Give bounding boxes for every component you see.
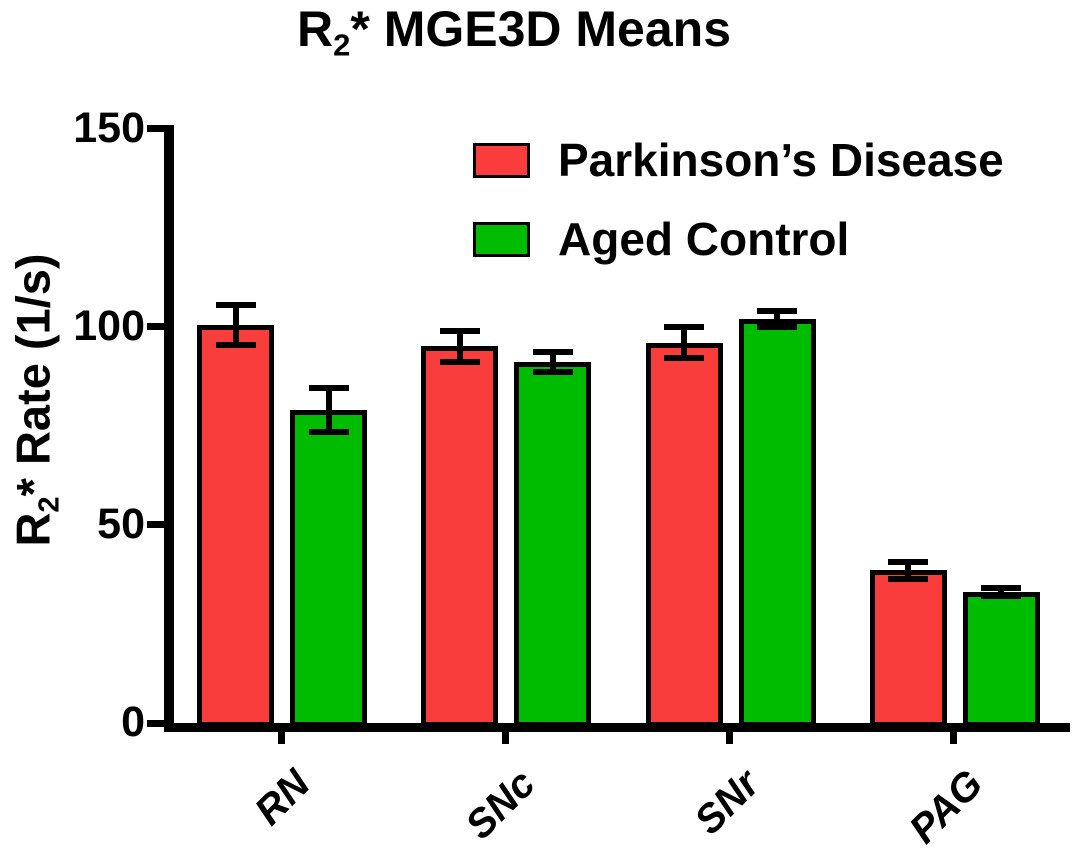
bar-ac-PAG — [962, 592, 1040, 727]
error-bar-cap-top-pd-SNc — [439, 327, 480, 334]
y-tick-label-0: 0 — [121, 698, 145, 746]
x-tick-RN — [277, 732, 285, 744]
error-bar-cap-top-pd-SNr — [664, 323, 705, 330]
legend-label-parkinsons: Parkinson’s Disease — [558, 134, 1004, 186]
bar-pd-RN — [197, 324, 274, 727]
legend-label-aged-control: Aged Control — [558, 213, 850, 265]
error-bar-stem-pd-SNr — [681, 326, 688, 359]
legend-item-aged-control: Aged Control — [473, 216, 849, 262]
x-label-SNr: SNr — [685, 761, 768, 844]
error-bar-cap-top-ac-RN — [308, 385, 349, 392]
error-bar-stem-ac-PAG — [998, 588, 1005, 597]
error-bar-cap-bottom-pd-SNr — [664, 355, 705, 362]
error-bar-cap-top-pd-PAG — [888, 558, 929, 565]
error-bar-cap-bottom-ac-RN — [308, 428, 349, 435]
error-bar-stem-pd-SNc — [456, 330, 463, 363]
error-bar-stem-pd-PAG — [905, 561, 912, 580]
error-bar-stem-ac-SNc — [549, 352, 556, 373]
error-bar-stem-ac-SNr — [774, 310, 781, 327]
chart-title: R2* MGE3D Means — [0, 0, 1028, 63]
error-bar-cap-top-pd-RN — [215, 301, 256, 308]
error-bar-cap-bottom-ac-SNr — [757, 323, 798, 330]
error-bar-cap-top-ac-SNc — [532, 349, 573, 356]
y-tick-0 — [147, 719, 164, 727]
x-tick-SNc — [501, 732, 509, 744]
x-label-SNc: SNc — [456, 761, 544, 848]
error-bar-cap-bottom-pd-RN — [215, 341, 256, 348]
y-tick-150 — [147, 125, 164, 132]
bar-ac-SNr — [738, 318, 816, 727]
bar-pd-SNr — [645, 342, 723, 727]
y-tick-50 — [147, 521, 164, 529]
x-axis-line — [164, 723, 1070, 732]
error-bar-cap-bottom-pd-SNc — [439, 359, 480, 366]
error-bar-stem-ac-RN — [325, 388, 332, 432]
x-tick-SNr — [726, 732, 734, 744]
bar-ac-RN — [290, 409, 367, 727]
y-tick-label-50: 50 — [97, 499, 145, 548]
error-bar-cap-top-ac-SNr — [757, 307, 798, 314]
error-bar-cap-bottom-ac-SNc — [532, 369, 573, 376]
y-tick-label-100: 100 — [73, 301, 145, 350]
chart-title-rest: * MGE3D Means — [350, 1, 732, 57]
chart-title-subscript: 2 — [333, 27, 351, 63]
x-tick-PAG — [950, 732, 958, 744]
y-tick-label-150: 150 — [73, 103, 145, 152]
x-label-PAG: PAG — [901, 761, 992, 852]
y-axis-line — [164, 125, 174, 732]
y-axis-title-rest: * Rate (1/s) — [6, 253, 60, 497]
error-bar-cap-bottom-pd-PAG — [888, 576, 929, 583]
chart-title-base: R — [296, 1, 334, 57]
bar-pd-SNc — [421, 346, 499, 727]
error-bar-cap-bottom-ac-PAG — [981, 593, 1022, 600]
legend-swatch-parkinsons — [473, 142, 530, 178]
legend-item-parkinsons: Parkinson’s Disease — [473, 137, 1004, 183]
legend-swatch-aged-control — [473, 221, 530, 257]
y-tick-100 — [147, 323, 164, 331]
x-label-RN: RN — [246, 761, 319, 834]
error-bar-stem-pd-RN — [232, 304, 239, 345]
error-bar-cap-top-ac-PAG — [981, 585, 1022, 592]
bar-pd-PAG — [869, 570, 947, 727]
bar-ac-SNc — [514, 362, 592, 727]
